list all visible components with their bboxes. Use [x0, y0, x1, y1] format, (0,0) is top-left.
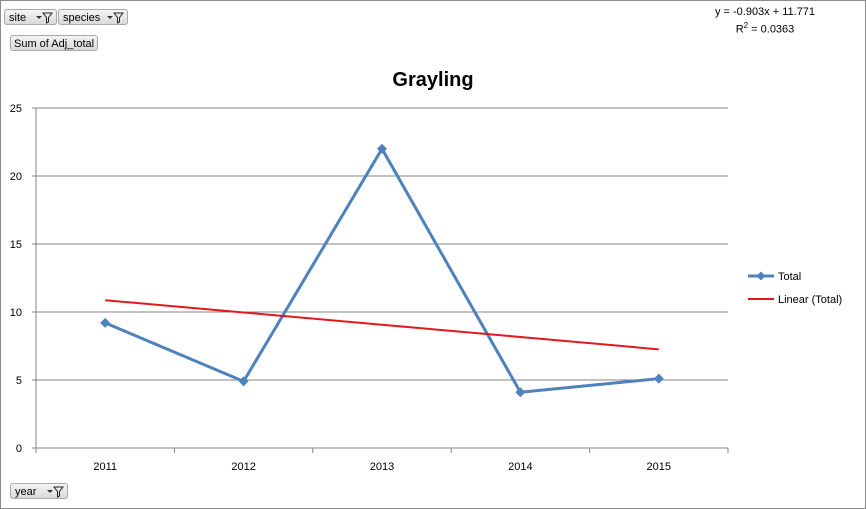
- x-tick-label: 2011: [93, 461, 117, 473]
- legend-marker: [756, 271, 766, 281]
- data-point-diamond: [515, 387, 526, 398]
- x-tick-label: 2014: [508, 461, 532, 473]
- dropdown-filter-icon: [107, 12, 124, 24]
- y-tick-label: 20: [10, 171, 22, 183]
- site-filter-label: site: [9, 12, 27, 24]
- site-filter-button[interactable]: site: [4, 9, 57, 25]
- y-tick-label: 15: [10, 239, 22, 251]
- x-tick-label: 2012: [231, 461, 255, 473]
- r-squared-label: R: [735, 23, 744, 36]
- data-point-diamond: [653, 373, 664, 384]
- series-line-total: [104, 147, 659, 394]
- legend-label: Total: [778, 271, 801, 283]
- dropdown-filter-icon: [47, 486, 64, 498]
- values-field-label: Sum of Adj_total: [14, 38, 95, 50]
- legend-label: Linear (Total): [778, 294, 842, 306]
- values-field-button[interactable]: Sum of Adj_total: [10, 35, 98, 51]
- x-tick-label: 2013: [370, 461, 394, 473]
- y-tick-label: 25: [10, 103, 22, 115]
- year-filter-label: year: [15, 486, 37, 498]
- year-filter-button[interactable]: year: [10, 483, 68, 499]
- data-point-diamond: [100, 317, 111, 328]
- species-filter-button[interactable]: species: [58, 9, 128, 25]
- x-tick-label: 2015: [647, 461, 671, 473]
- species-filter-label: species: [63, 12, 101, 24]
- trendline-equation: y = -0.903x + 11.771 R2 = 0.0363: [690, 5, 840, 37]
- dropdown-filter-icon: [36, 12, 53, 24]
- trendline-equation-text: y = -0.903x + 11.771: [714, 6, 816, 18]
- y-tick-label: 10: [10, 307, 22, 319]
- data-point-diamond: [377, 143, 387, 154]
- trendline-r-squared: R2 = 0.0363: [735, 21, 795, 36]
- y-tick-label: 0: [16, 443, 22, 455]
- r-squared-value: = 0.0363: [748, 23, 795, 36]
- y-tick-label: 5: [16, 375, 22, 387]
- data-point-diamond: [238, 376, 249, 387]
- chart-title: Grayling: [392, 69, 473, 91]
- trendline: [105, 299, 659, 351]
